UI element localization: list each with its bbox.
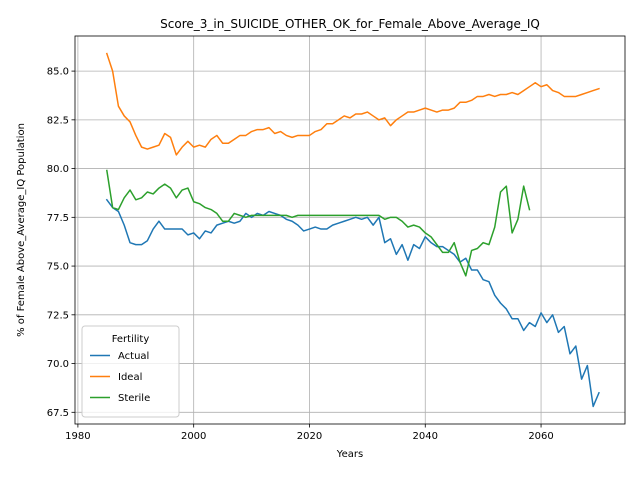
x-axis-label: Years [336,449,363,460]
chart-title: Score_3_in_SUICIDE_OTHER_OK_for_Female_A… [160,17,540,31]
y-tick-label: 75.0 [47,262,69,273]
x-tick-label: 2060 [528,431,553,442]
y-axis-ticks: 67.5 70.0 72.5 75.0 77.5 80.0 82.5 85.0 [47,67,75,419]
y-tick-label: 80.0 [47,164,69,175]
plot-frame [74,35,626,425]
y-axis-label: % of Female Above_Average_IQ Population [16,123,27,337]
legend: Fertility Actual Ideal Sterile [81,325,180,418]
series-lines [105,52,600,408]
series-line-sterile [105,169,531,277]
series-line-actual [105,198,600,408]
legend-label-ideal: Ideal [118,372,142,383]
x-axis-ticks: 1980 2000 2020 2040 2060 [65,424,554,442]
x-tick-label: 2020 [297,431,322,442]
x-tick-label: 2000 [181,431,206,442]
x-tick-label: 2040 [413,431,438,442]
legend-items: Actual Ideal Sterile [90,351,150,404]
y-tick-label: 67.5 [47,408,69,419]
legend-label-actual: Actual [118,351,149,362]
legend-title: Fertility [112,334,150,345]
y-tick-label: 70.0 [47,359,69,370]
y-tick-label: 82.5 [47,115,69,126]
series-line-ideal [105,52,600,156]
y-tick-label: 85.0 [47,67,69,78]
grid [75,36,625,424]
y-tick-label: 72.5 [47,310,69,321]
x-tick-label: 1980 [65,431,90,442]
legend-label-sterile: Sterile [118,393,150,404]
legend-box [81,325,180,418]
y-tick-label: 77.5 [47,213,69,224]
